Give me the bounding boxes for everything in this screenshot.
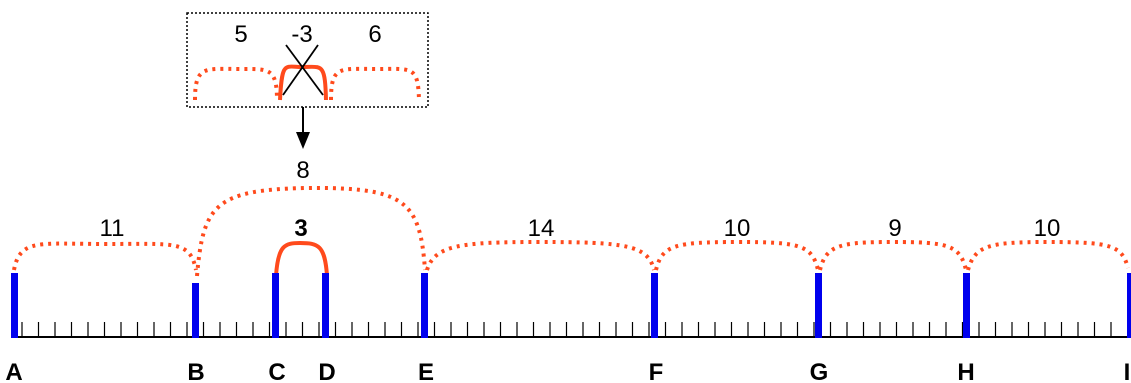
letter-e: E	[418, 359, 434, 383]
arc-ab	[12, 241, 198, 271]
inset-border	[186, 12, 429, 108]
inset-label-right: 6	[368, 21, 381, 48]
inset-label-left: 5	[234, 21, 247, 48]
letter-g: G	[810, 359, 829, 383]
down-arrow	[296, 107, 310, 149]
marker-h	[963, 273, 970, 338]
arc-cd	[274, 240, 329, 277]
marker-i	[1127, 273, 1131, 338]
letter-b: B	[187, 359, 204, 383]
ruler-ticks	[21, 322, 1112, 337]
marker-g	[815, 273, 822, 338]
inset-arc-left	[193, 66, 279, 101]
arc-hi	[966, 239, 1130, 271]
marker-f	[651, 273, 658, 338]
arc-fg	[654, 239, 820, 271]
inset-box: 5 -3 6	[186, 12, 429, 108]
marker-a	[11, 273, 18, 338]
letter-i: I	[1124, 359, 1131, 383]
marker-c	[272, 273, 279, 338]
span-label-cd: 3	[294, 215, 307, 242]
letter-c: C	[268, 359, 285, 383]
span-label-ef: 14	[528, 215, 555, 242]
span-label-hi: 10	[1034, 215, 1061, 242]
cross-mark	[282, 44, 324, 96]
marker-e	[421, 273, 428, 338]
span-label-ab: 11	[100, 215, 125, 242]
span-label-gh: 9	[888, 215, 901, 242]
letter-d: D	[318, 359, 335, 383]
inset-label-middle: -3	[291, 21, 312, 48]
marker-b	[192, 283, 199, 338]
arc-gh	[818, 239, 968, 271]
marker-d	[322, 273, 329, 338]
span-label-be: 8	[296, 157, 309, 184]
arc-ef	[425, 239, 656, 271]
arc-be	[195, 185, 427, 277]
inset-arc-right	[329, 66, 421, 101]
letter-h: H	[957, 359, 974, 383]
span-label-fg: 10	[724, 215, 751, 242]
inset-arc-middle	[278, 64, 328, 101]
letter-a: A	[5, 359, 22, 383]
letter-f: F	[649, 359, 664, 383]
